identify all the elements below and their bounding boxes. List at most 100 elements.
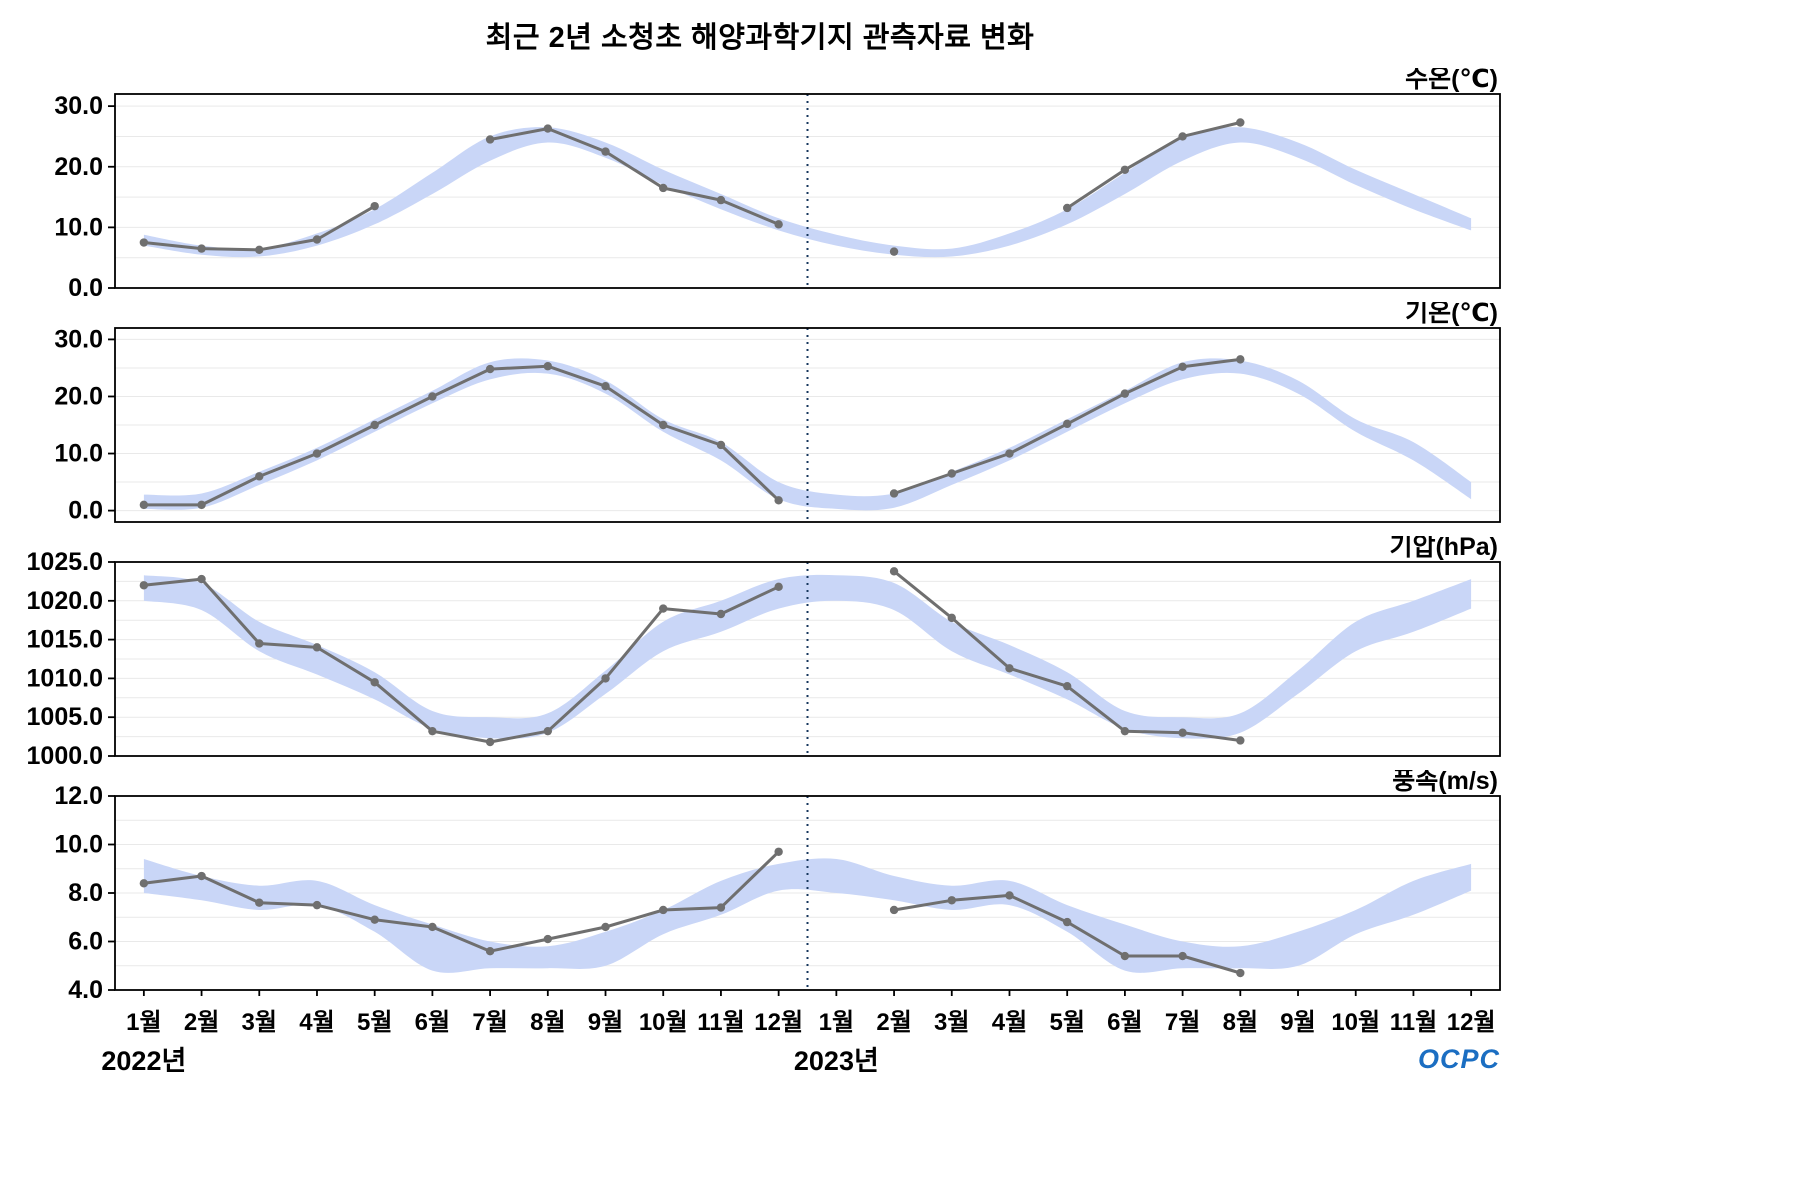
y-tick-label: 1000.0 [27, 742, 103, 770]
observed-point [1062, 419, 1072, 429]
observed-point [370, 678, 379, 687]
observed-point [774, 220, 783, 229]
observed-point [601, 674, 610, 683]
observed-point [139, 238, 149, 247]
panel-wind-speed: 4.0 6.0 8.0 10.0 12.0 풍속(m/s) [0, 770, 1520, 1004]
month-label: 11월 [697, 1009, 744, 1036]
observed-point [428, 922, 437, 932]
y-tick-label: 30.0 [54, 92, 103, 120]
plot-border [114, 327, 1501, 523]
month-label: 10월 [639, 1009, 688, 1036]
climatology-band [143, 574, 1472, 739]
observed-point [543, 362, 553, 371]
y-tick-label: 10.0 [54, 440, 103, 468]
x-axis-strip: 1월 2월 3월 4월 5월 6월 7월 8월 9월 10월 11월 12월 1월 2월 3월 4월 5월 6월 7… [0, 1004, 1520, 1088]
month-label: 9월 [1280, 1009, 1315, 1036]
y-tick-label: 6.0 [68, 928, 103, 956]
y-tick-label: 30.0 [54, 325, 103, 353]
y-tick-label: 1015.0 [27, 626, 103, 654]
water-temp-plot: 0.0 10.0 20.0 30.0 수온(℃) [54, 68, 1501, 302]
report-content: 최근 2년 소청초 해양과학기지 관측자료 변화 0.0 10.0 20.0 30.0… [0, 22, 1520, 1088]
observed-point [485, 737, 495, 747]
observed-point [1120, 165, 1130, 174]
observed-line [143, 850, 780, 953]
year-label: 2022년 [101, 1046, 186, 1076]
observed-point [1062, 681, 1072, 691]
month-label: 1월 [126, 1009, 161, 1036]
observed-point [139, 879, 149, 888]
observed-point [139, 500, 149, 510]
panel-air-temp: 0.0 10.0 20.0 30.0 기온(℃) [0, 302, 1520, 536]
climatology-band [143, 358, 1472, 511]
observed-point [716, 903, 726, 912]
observed-point [659, 905, 668, 915]
observed-point [1236, 968, 1245, 978]
observed-line [143, 577, 780, 744]
observed-point [889, 247, 899, 256]
pressure-plot: 1000.0 1005.0 1010.0 1015.0 1020.0 1025.0 기압(h… [27, 536, 1501, 770]
observed-point [370, 420, 379, 430]
observed-point [312, 643, 322, 652]
observed-point [1178, 362, 1187, 371]
observed-point [312, 449, 322, 458]
plot-border [114, 93, 1501, 289]
observed-point [1005, 891, 1014, 900]
observed-line [489, 127, 780, 226]
observed-point [1178, 951, 1187, 961]
y-tick-label: 20.0 [54, 153, 103, 181]
y-tick-label: 4.0 [68, 976, 103, 1004]
observed-point [370, 915, 379, 924]
observed-line [143, 364, 780, 507]
month-label: 4월 [299, 1009, 334, 1036]
observed-point [197, 500, 206, 510]
month-label: 2월 [184, 1009, 219, 1036]
month-label: 12월 [1447, 1009, 1496, 1036]
y-tick-label: 0.0 [68, 274, 103, 302]
y-tick-label: 1025.0 [27, 548, 103, 576]
observed-point [1120, 726, 1130, 736]
y-tick-label: 8.0 [68, 879, 103, 907]
month-label: 8월 [1223, 1009, 1258, 1036]
observed-point [601, 382, 610, 391]
observed-point [197, 871, 206, 881]
observed-point [1120, 951, 1130, 961]
month-label: 6월 [415, 1009, 450, 1036]
month-label: 10월 [1331, 1009, 1380, 1036]
observed-point [485, 364, 495, 374]
observed-point [889, 567, 899, 576]
observed-point [947, 469, 956, 478]
observed-point [312, 235, 322, 244]
observed-point [370, 201, 379, 211]
observed-point [428, 726, 437, 736]
observed-point [543, 934, 553, 944]
panel-unit-label: 기온(℃) [1405, 302, 1498, 327]
observed-point [774, 582, 783, 592]
observed-point [1062, 203, 1072, 213]
month-label: 5월 [357, 1009, 392, 1036]
wind-speed-plot: 4.0 6.0 8.0 10.0 12.0 풍속(m/s) [54, 770, 1501, 1004]
y-tick-label: 1010.0 [27, 664, 103, 692]
month-label: 9월 [588, 1009, 623, 1036]
observed-point [1120, 389, 1130, 398]
observed-point [1005, 664, 1014, 673]
observed-point [1236, 736, 1245, 745]
month-label: 3월 [934, 1009, 969, 1036]
panel-unit-label: 기압(hPa) [1389, 536, 1498, 561]
month-label: 8월 [530, 1009, 565, 1036]
month-label: 2월 [876, 1009, 911, 1036]
observed-point [543, 124, 553, 133]
climatology-band [143, 127, 1472, 258]
air-temp-plot: 0.0 10.0 20.0 30.0 기온(℃) [54, 302, 1501, 525]
observed-point [255, 245, 264, 255]
observed-point [774, 847, 783, 856]
observed-point [1178, 728, 1187, 737]
observed-point [1236, 118, 1245, 127]
plot-border [114, 561, 1501, 757]
y-tick-label: 1020.0 [27, 587, 103, 615]
y-tick-label: 20.0 [54, 382, 103, 410]
panel-pressure: 1000.0 1005.0 1010.0 1015.0 1020.0 1025.0 기압(h… [0, 536, 1520, 770]
observed-line [893, 570, 1241, 742]
y-tick-label: 1005.0 [27, 703, 103, 731]
observed-point [659, 420, 668, 430]
month-label: 1월 [819, 1009, 854, 1036]
